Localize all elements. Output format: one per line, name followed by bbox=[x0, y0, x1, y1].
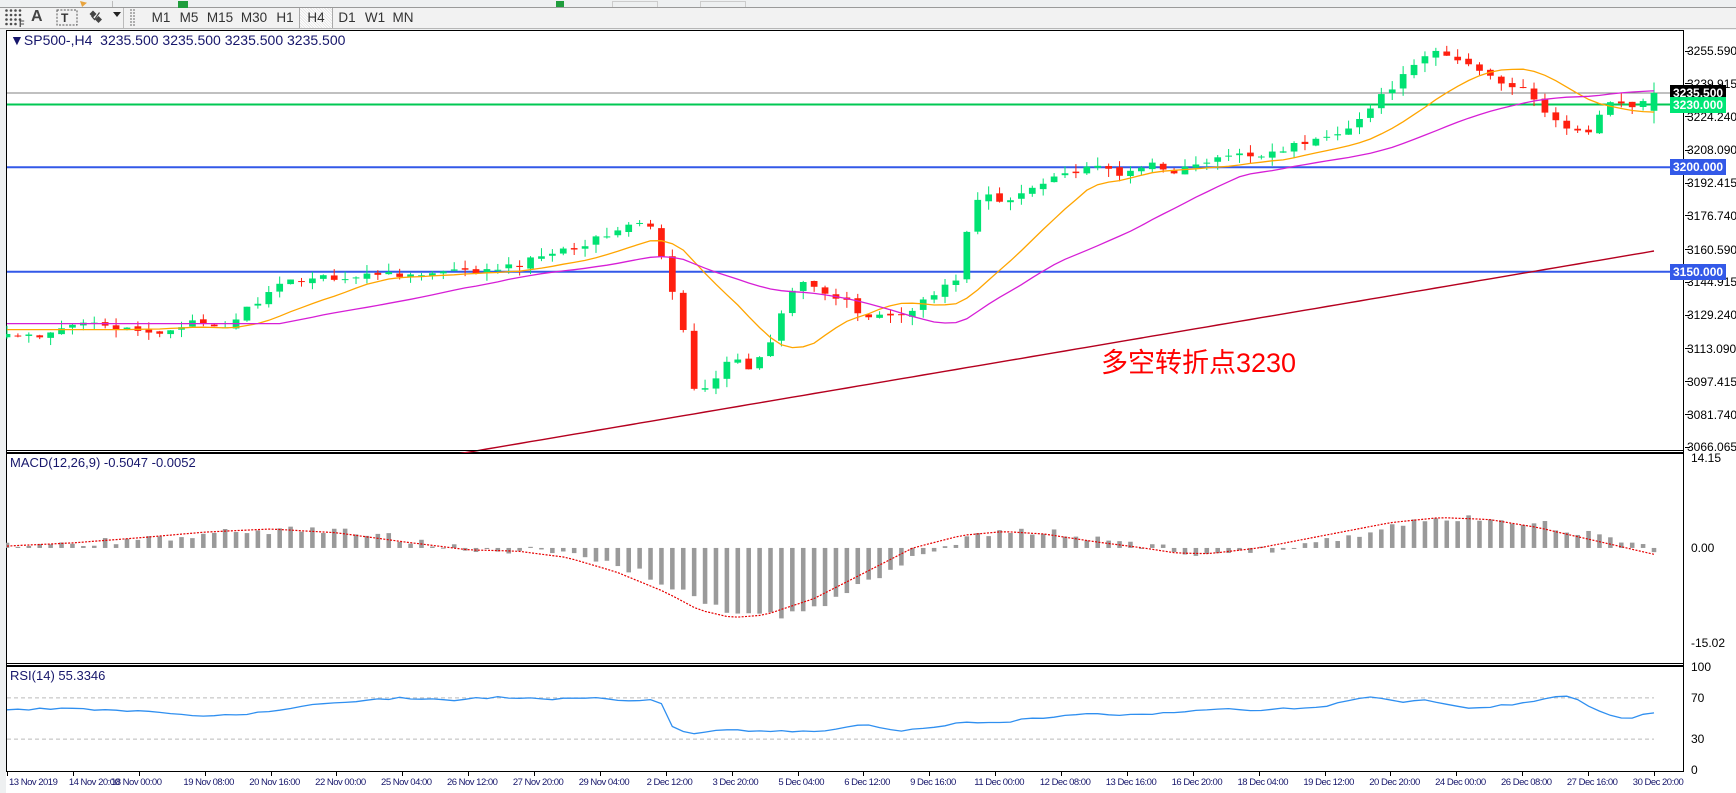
svg-text:T: T bbox=[61, 11, 69, 25]
svg-text:多空转折点3230: 多空转折点3230 bbox=[1101, 348, 1296, 378]
svg-text:F: F bbox=[19, 19, 25, 28]
